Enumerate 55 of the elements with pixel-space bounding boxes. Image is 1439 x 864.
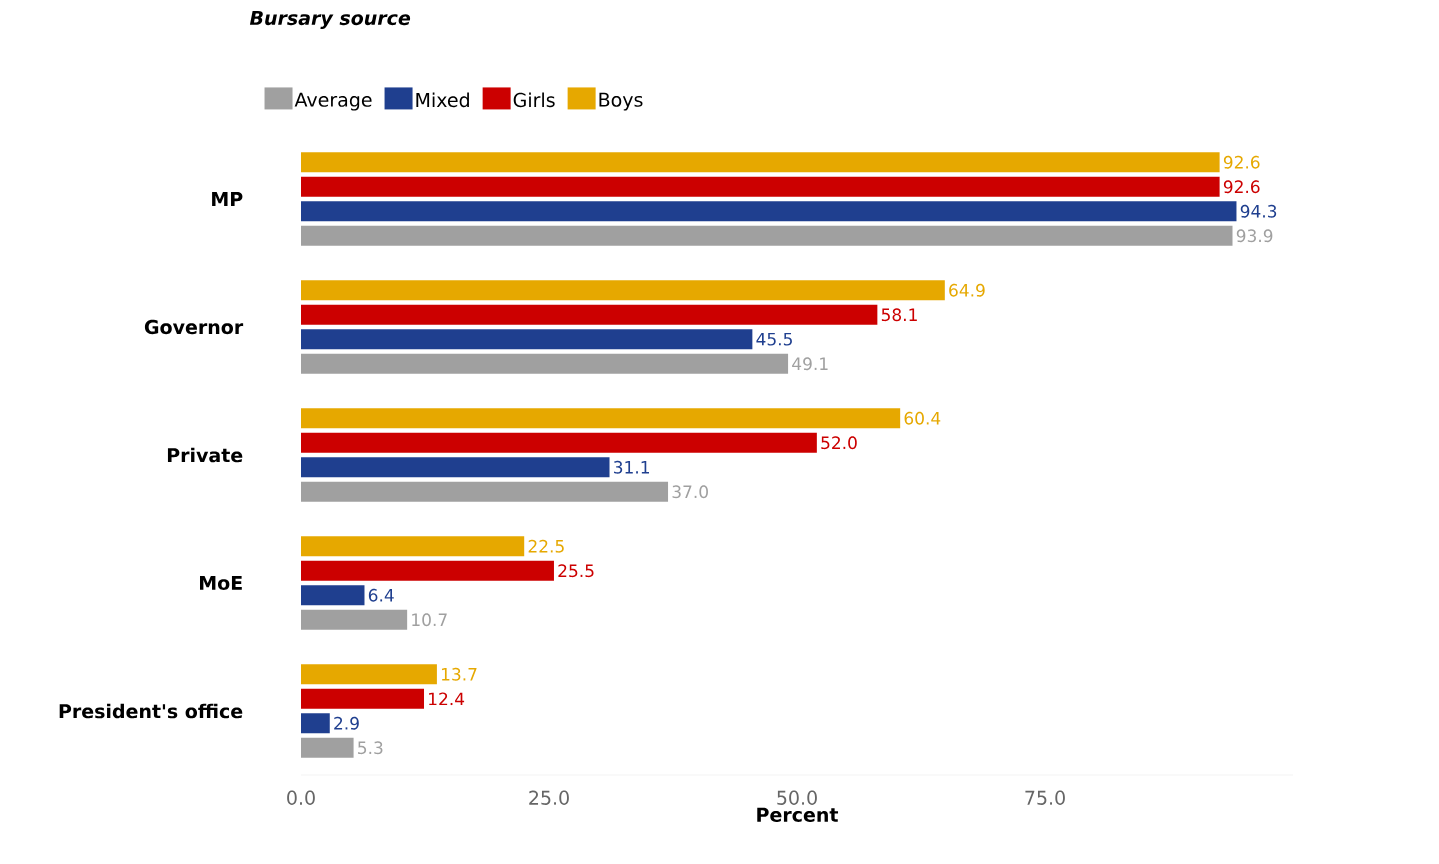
bar [301,201,1237,222]
bar [301,664,437,685]
data-label: 92.6 [1223,155,1260,169]
legend-title: Bursary source [249,11,411,29]
data-label: 94.3 [1240,204,1277,218]
data-label: 37.0 [672,485,708,499]
bar [301,560,554,581]
data-label: 10.7 [412,613,447,627]
legend-label: Average [294,92,372,111]
bar [301,457,610,478]
y-tick-label: MoE [200,575,242,591]
data-label: 45.5 [756,332,792,346]
bar [301,329,753,350]
bar [301,688,425,709]
x-axis-title: Percent [757,807,839,822]
data-label: 31.1 [614,460,649,474]
legend-label: Boys [599,92,643,111]
bar [301,176,1220,197]
bar [301,432,817,453]
data-label: 5.3 [358,741,383,755]
y-tick-label: Governor [144,319,244,335]
bar [301,353,789,374]
x-tick-label: 50.0 [777,790,817,805]
data-label: 64.9 [949,283,985,297]
bar [301,585,365,606]
legend-label: Girls [513,92,555,108]
legend-label: Mixed [416,92,469,108]
data-label: 12.4 [429,692,465,706]
data-label: 22.5 [528,539,564,553]
bar [301,280,945,301]
data-label: 25.5 [558,564,594,578]
data-label: 58.1 [881,308,917,322]
y-tick-label: MP [212,192,243,206]
bar [301,609,408,630]
x-tick-label: 25.0 [529,790,569,805]
data-label: 60.4 [904,411,941,425]
y-tick-label: Private [167,447,243,463]
data-label: 13.7 [441,667,477,681]
y-tick-label: President's office [59,703,243,719]
bar [301,152,1220,173]
bar [301,225,1233,246]
x-tick-label: 0.0 [287,790,315,805]
bar [301,713,330,734]
data-label: 52.0 [821,436,857,450]
data-label: 93.9 [1236,229,1273,243]
bar [301,481,669,502]
data-label: 92.6 [1223,180,1260,194]
bar [301,737,354,758]
x-tick-label: 75.0 [1025,790,1065,805]
data-label: 2.9 [334,716,359,730]
bar [301,408,901,429]
bar [301,304,878,325]
data-label: 6.4 [368,588,394,602]
data-label: 49.1 [792,357,828,371]
bar [301,536,525,557]
